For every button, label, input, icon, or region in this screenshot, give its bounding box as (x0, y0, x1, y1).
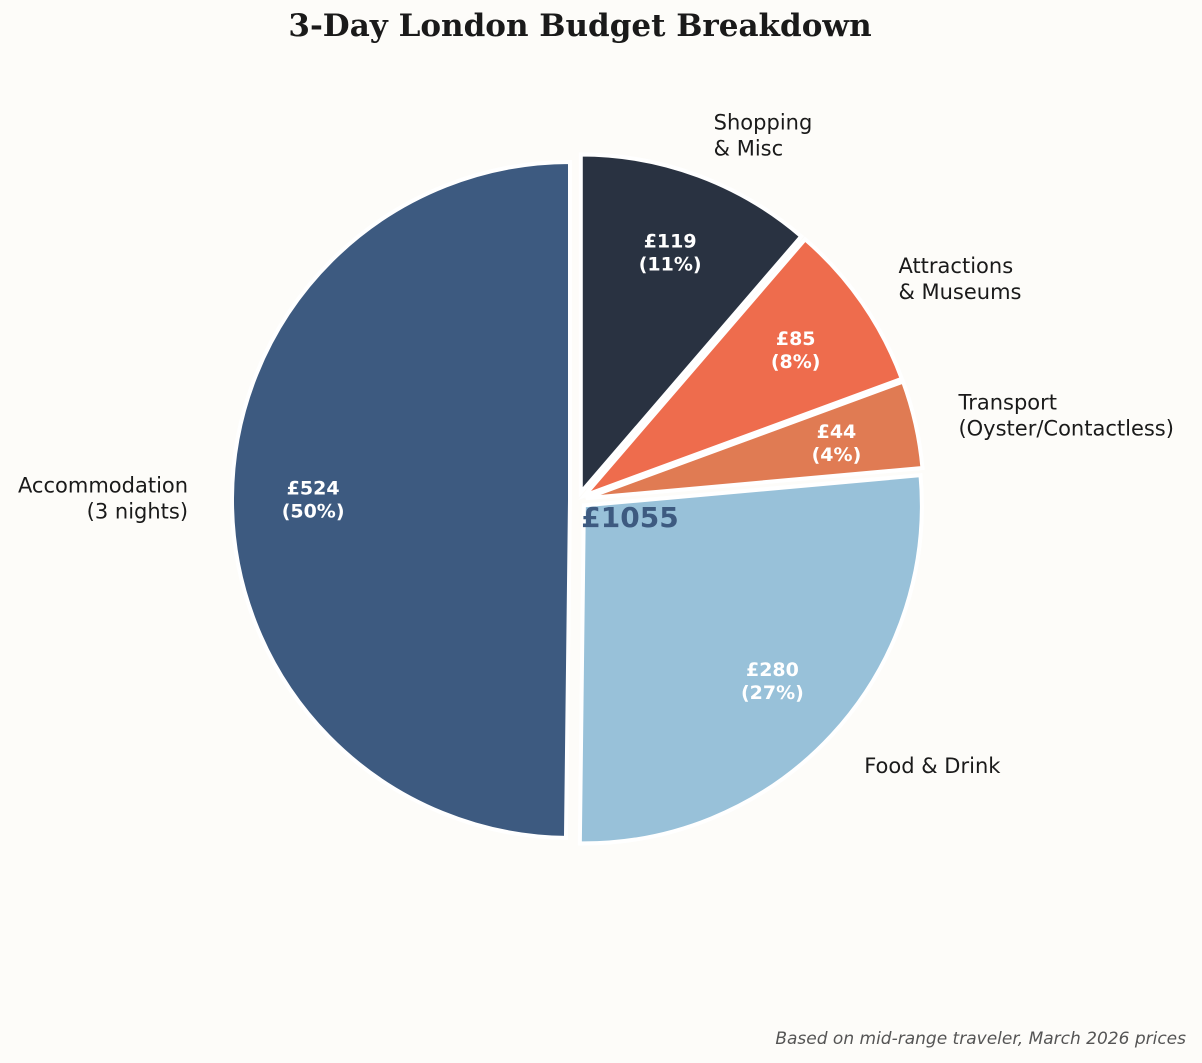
category-label-attractions: & Museums (898, 280, 1021, 304)
value-label-transport: £44 (817, 421, 857, 443)
pct-label-shopping: (11%) (639, 254, 702, 276)
slice-shopping (578, 152, 805, 498)
total-label: £1055 (581, 501, 678, 534)
category-label-shopping: & Misc (714, 136, 784, 160)
category-label-accommodation: Accommodation (18, 474, 188, 498)
slice-transport (585, 379, 925, 501)
slice-food-drink (577, 473, 924, 846)
chart-title: 3-Day London Budget Breakdown (288, 8, 872, 44)
value-label-attractions: £85 (776, 328, 816, 350)
value-label-food-drink: £280 (746, 659, 799, 681)
category-label-accommodation: (3 nights) (87, 500, 188, 524)
category-label-attractions: Attractions (898, 254, 1013, 278)
pct-label-accommodation: (50%) (282, 500, 345, 522)
footnote: Based on mid-range traveler, March 2026 … (775, 1029, 1186, 1049)
category-label-transport: (Oyster/Contactless) (958, 417, 1173, 441)
slice-accommodation (229, 159, 572, 840)
value-label-shopping: £119 (644, 231, 697, 253)
pct-label-food-drink: (27%) (741, 682, 804, 704)
slice-attractions (578, 236, 905, 500)
category-label-shopping: Shopping (714, 110, 813, 134)
category-label-transport: Transport (957, 391, 1057, 415)
pct-label-transport: (4%) (812, 444, 862, 466)
pct-label-attractions: (8%) (771, 351, 821, 373)
value-label-accommodation: £524 (287, 477, 340, 499)
category-label-food-drink: Food & Drink (864, 754, 1001, 778)
